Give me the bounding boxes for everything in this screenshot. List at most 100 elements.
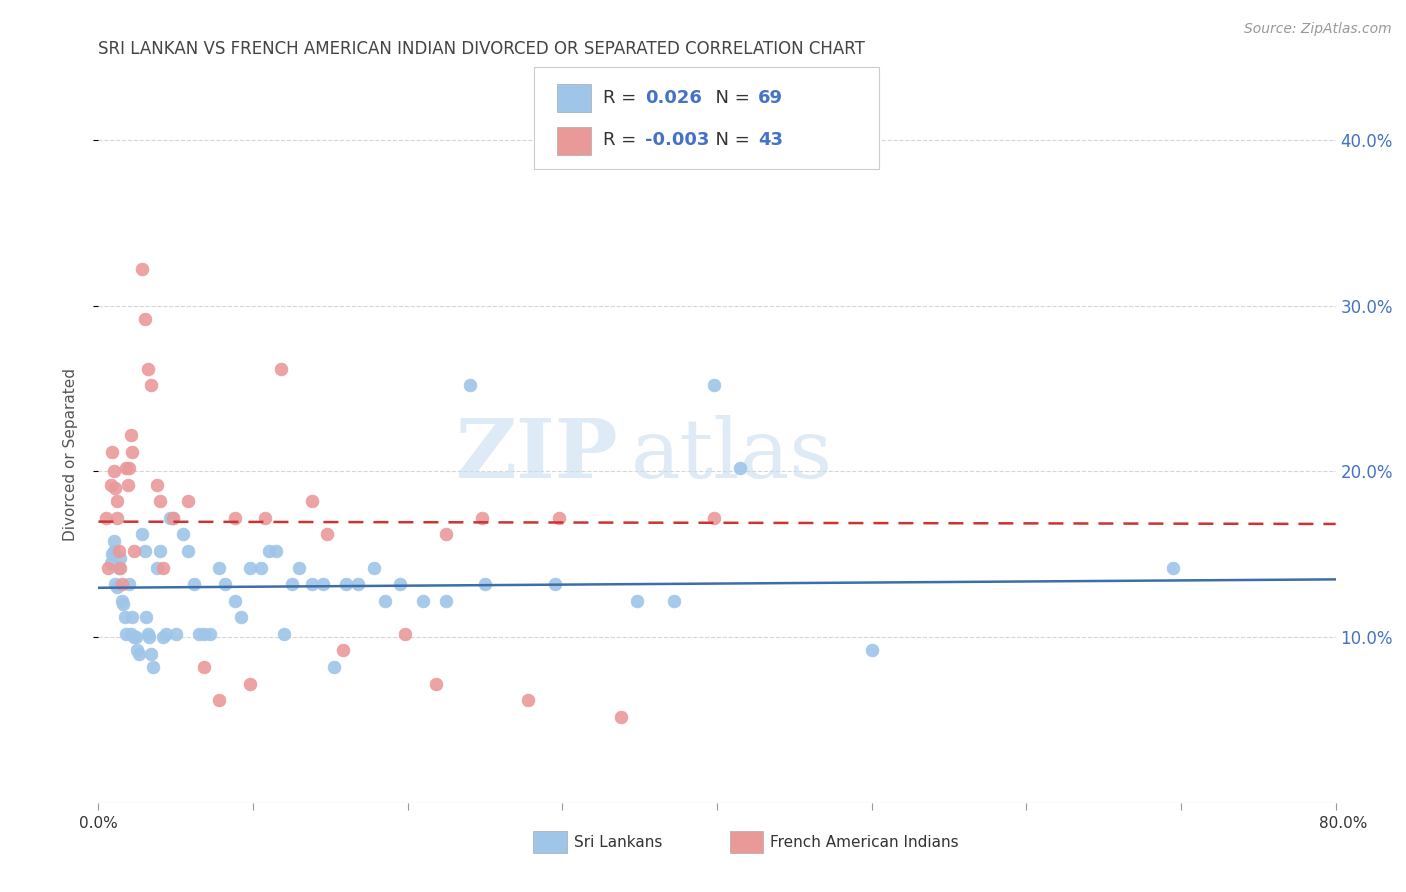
Point: [122, 544, 145, 558]
Point: [118, 577, 141, 591]
Point: [115, 461, 138, 475]
Point: [322, 660, 344, 674]
Point: [97, 560, 120, 574]
Point: [111, 593, 134, 607]
Point: [388, 577, 412, 591]
Point: [107, 560, 129, 574]
Point: [208, 693, 231, 707]
Point: [131, 262, 153, 277]
Point: [425, 676, 447, 690]
Point: [152, 560, 174, 574]
Point: [177, 544, 200, 558]
Point: [105, 494, 128, 508]
Point: [108, 560, 131, 574]
Text: 69: 69: [758, 89, 783, 107]
Point: [412, 593, 434, 607]
Point: [436, 593, 458, 607]
Point: [224, 511, 246, 525]
Text: Sri Lankans: Sri Lankans: [574, 835, 662, 849]
Point: [100, 477, 122, 491]
Point: [471, 511, 494, 525]
Point: [229, 610, 252, 624]
Point: [301, 494, 323, 508]
Point: [703, 378, 725, 392]
Point: [316, 527, 339, 541]
Point: [177, 494, 200, 508]
Point: [1161, 560, 1184, 574]
Point: [162, 511, 184, 525]
Text: N =: N =: [704, 89, 756, 107]
Point: [183, 577, 205, 591]
Point: [860, 643, 883, 657]
Point: [266, 544, 288, 558]
Point: [517, 693, 540, 707]
Point: [149, 544, 172, 558]
Point: [332, 643, 354, 657]
Text: 0.026: 0.026: [645, 89, 702, 107]
Point: [100, 556, 122, 570]
Point: [224, 593, 246, 607]
Point: [159, 511, 181, 525]
Point: [193, 627, 215, 641]
Point: [108, 550, 131, 565]
Point: [254, 511, 277, 525]
Text: N =: N =: [704, 131, 756, 149]
Point: [288, 560, 311, 574]
Point: [112, 597, 135, 611]
Point: [121, 444, 143, 458]
Point: [135, 610, 157, 624]
Point: [118, 461, 141, 475]
Point: [198, 627, 221, 641]
Point: [543, 577, 565, 591]
Point: [146, 477, 169, 491]
Point: [134, 312, 156, 326]
Point: [105, 581, 128, 595]
Point: [120, 428, 142, 442]
Point: [626, 593, 648, 607]
Point: [136, 627, 159, 641]
Point: [730, 461, 752, 475]
Point: [335, 577, 357, 591]
Point: [662, 593, 685, 607]
Point: [117, 477, 139, 491]
Point: [122, 630, 145, 644]
Point: [114, 610, 136, 624]
Point: [173, 527, 195, 541]
Point: [111, 577, 134, 591]
Point: [374, 593, 396, 607]
Point: [121, 610, 143, 624]
Text: ZIP: ZIP: [456, 415, 619, 495]
Point: [214, 577, 236, 591]
Point: [239, 676, 262, 690]
Point: [208, 560, 231, 574]
Text: -0.003: -0.003: [645, 131, 710, 149]
Point: [162, 511, 184, 525]
Point: [363, 560, 385, 574]
Point: [107, 544, 129, 558]
Point: [152, 630, 174, 644]
Point: [134, 544, 156, 558]
Point: [138, 630, 160, 644]
Point: [703, 511, 725, 525]
Point: [149, 494, 172, 508]
Point: [188, 627, 211, 641]
Point: [127, 643, 149, 657]
Text: French American Indians: French American Indians: [770, 835, 959, 849]
Point: [155, 627, 177, 641]
Point: [104, 481, 127, 495]
Point: [239, 560, 262, 574]
Point: [96, 511, 118, 525]
Text: 43: 43: [758, 131, 783, 149]
Point: [165, 627, 187, 641]
Point: [104, 577, 127, 591]
Point: [273, 627, 295, 641]
Point: [458, 378, 481, 392]
Point: [270, 361, 292, 376]
Text: SRI LANKAN VS FRENCH AMERICAN INDIAN DIVORCED OR SEPARATED CORRELATION CHART: SRI LANKAN VS FRENCH AMERICAN INDIAN DIV…: [98, 40, 865, 58]
Point: [139, 647, 162, 661]
Point: [139, 378, 162, 392]
Point: [548, 511, 571, 525]
Point: [103, 544, 125, 558]
Text: R =: R =: [603, 89, 643, 107]
Point: [103, 534, 125, 549]
